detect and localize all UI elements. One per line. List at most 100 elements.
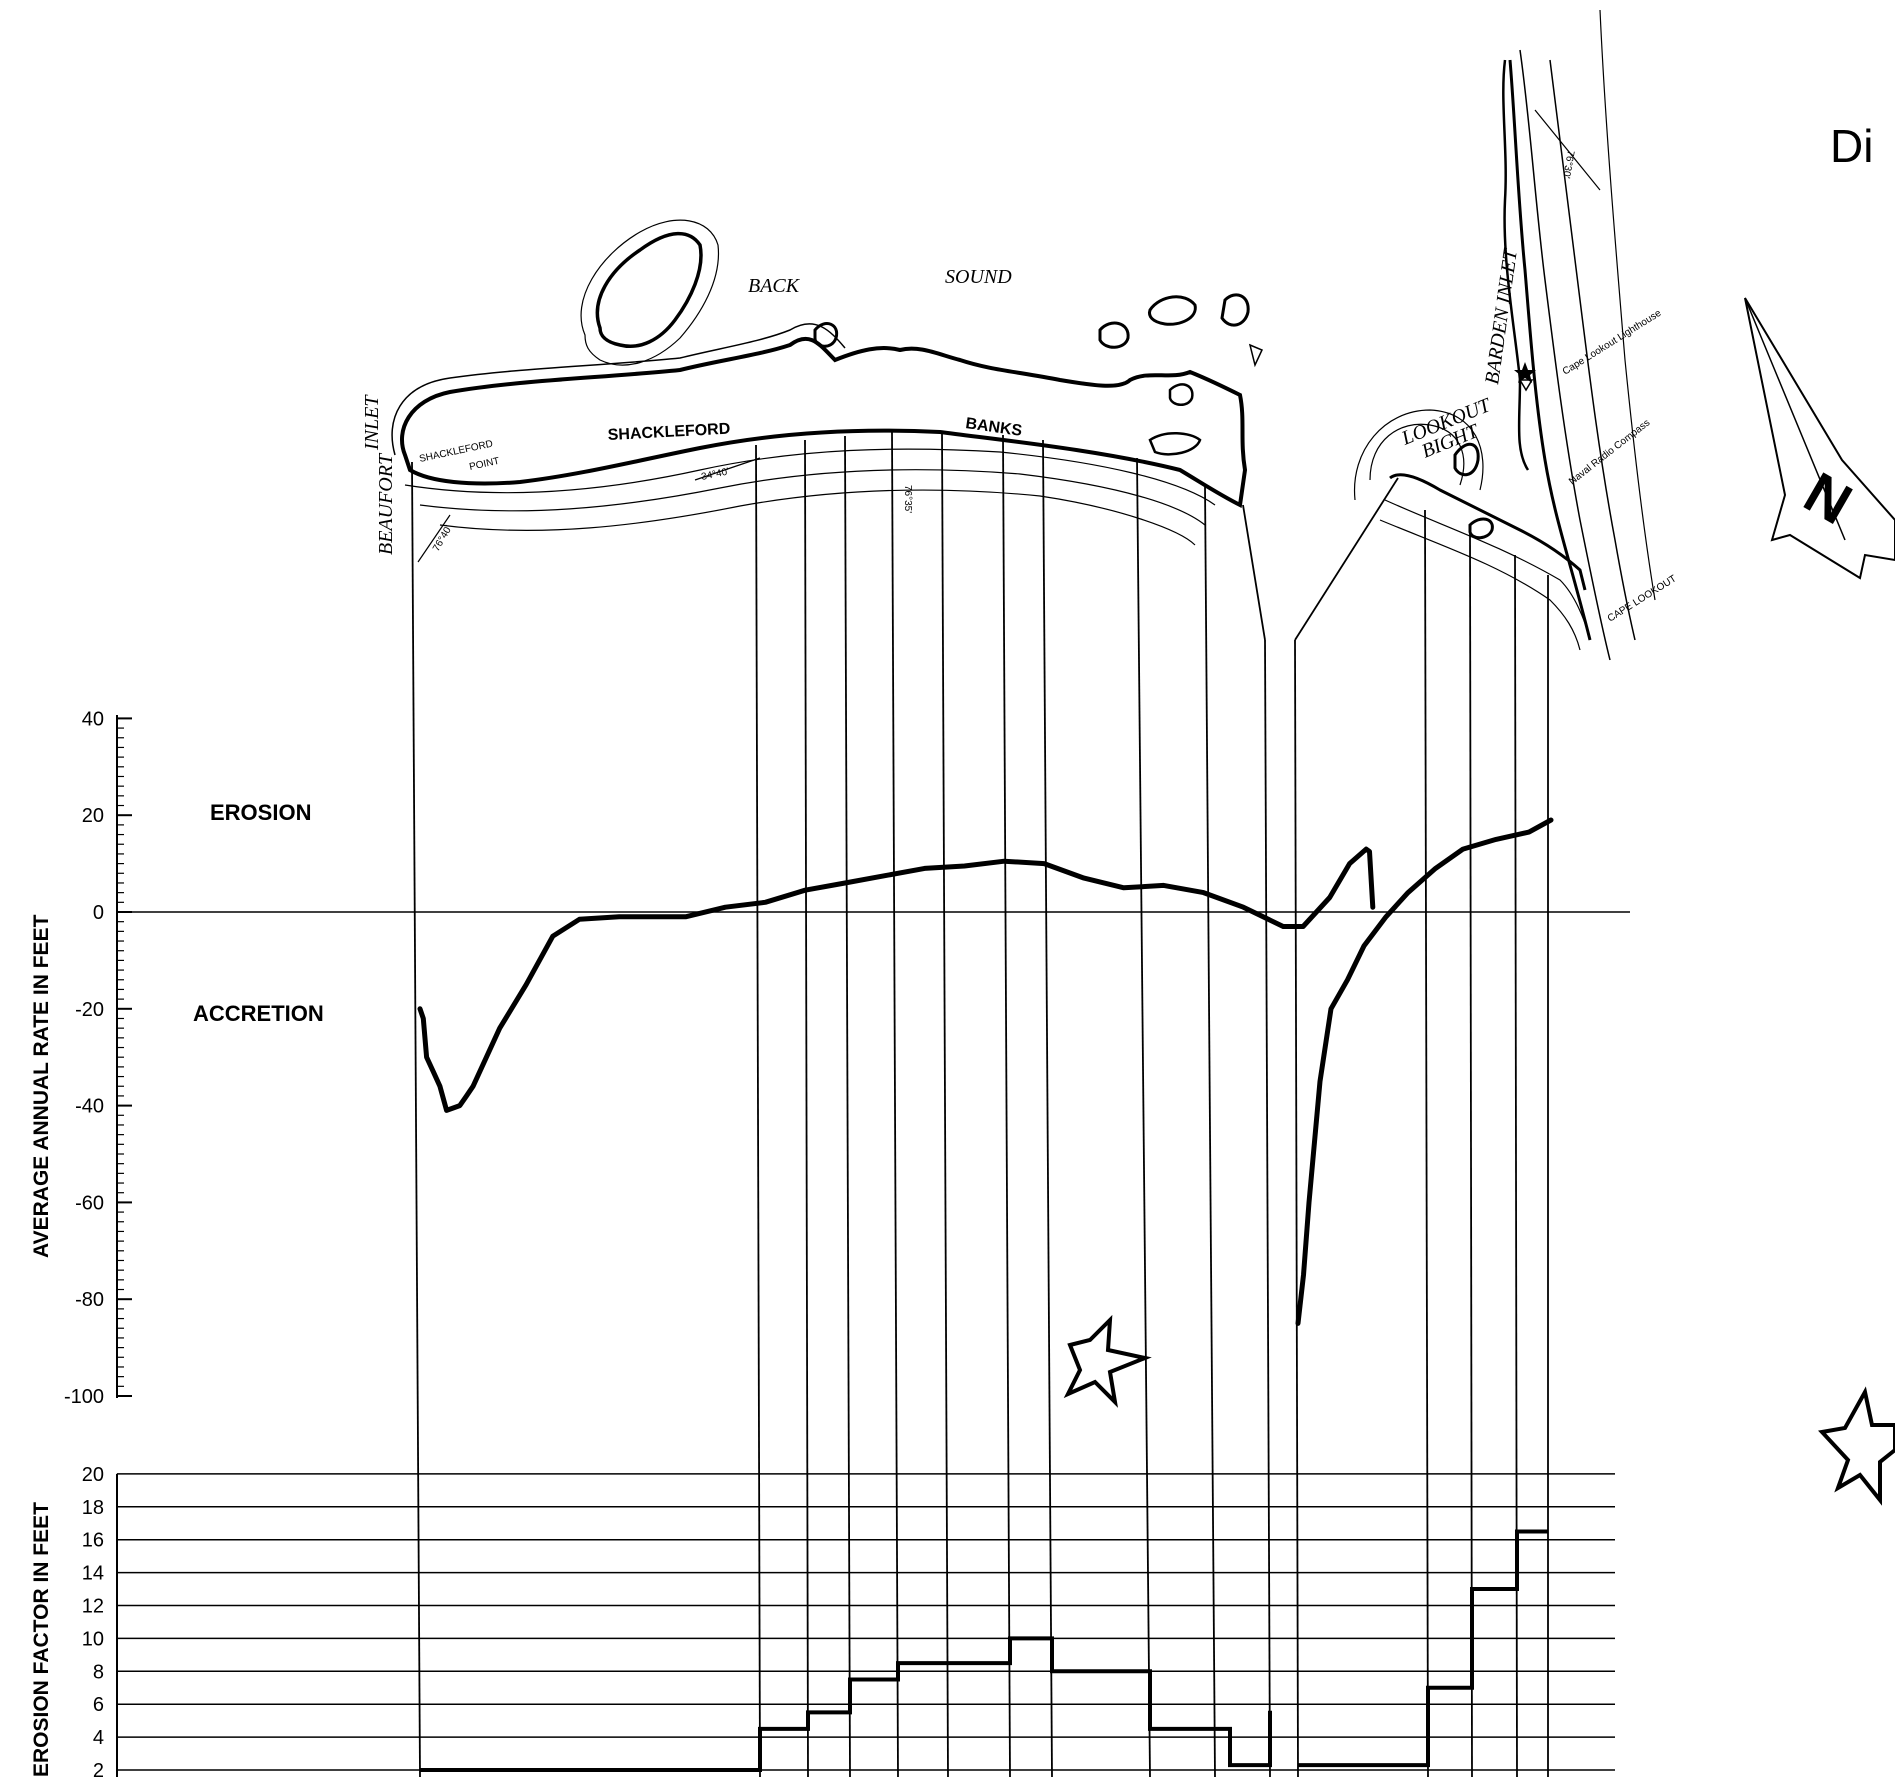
zone-label-erosion: EROSION bbox=[210, 800, 311, 825]
triangle-marker bbox=[1248, 343, 1264, 368]
star-icon-right bbox=[1818, 1386, 1895, 1506]
north-arrow: N bbox=[1744, 297, 1895, 580]
lon-76-30-tick bbox=[1534, 109, 1601, 191]
transect-line bbox=[844, 435, 851, 1777]
lookout-bight-island bbox=[1453, 442, 1480, 477]
map-label-shackleford: SHACKLEFORD bbox=[607, 421, 730, 444]
rate-tick-label: -60 bbox=[75, 1192, 104, 1214]
rate-axis-title: AVERAGE ANNUAL RATE IN FEET bbox=[30, 914, 53, 1258]
rate-tick-label: -100 bbox=[64, 1386, 104, 1408]
cape-lookout-spit bbox=[1389, 473, 1587, 591]
transect-line bbox=[1242, 504, 1266, 641]
rate-tick-label: -40 bbox=[75, 1096, 104, 1118]
map-label-beaufort: BEAUFORT bbox=[375, 452, 397, 555]
lookout-bight-island-2 bbox=[1468, 517, 1494, 540]
erosion-factor-tick-label: 18 bbox=[82, 1497, 104, 1519]
transect-line bbox=[411, 461, 421, 1777]
erosion-factor-grid bbox=[116, 1473, 1615, 1777]
erosion-factor-chart: 20 18 16 14 12 10 8 6 4 2 EROSION FACTOR IN FEET bbox=[30, 1464, 1615, 1777]
transect-line bbox=[1294, 639, 1299, 1777]
cape-lookout-contour-1 bbox=[1384, 499, 1591, 641]
barden-inlet-shore-2 bbox=[1549, 59, 1636, 641]
transect-lines bbox=[411, 431, 1549, 1777]
depth-contour-3 bbox=[439, 489, 1196, 546]
rate-series-line-lookout bbox=[1295, 817, 1554, 1326]
north-arrow-spine bbox=[1744, 297, 1846, 541]
map-label-back: BACK bbox=[748, 275, 801, 297]
map-label-sound: SOUND bbox=[945, 266, 1012, 288]
lat-34-40-tick bbox=[694, 457, 761, 481]
cape-lookout-contour-2 bbox=[1379, 519, 1581, 651]
transect-line bbox=[804, 439, 809, 1777]
rate-series-line-shackleford bbox=[417, 846, 1376, 1113]
rate-tick-label: -20 bbox=[75, 999, 104, 1021]
map-label-shackleford-point-2: POINT bbox=[468, 456, 500, 473]
map-label-lon-76-30: 76°30' bbox=[1560, 149, 1576, 179]
title-fragment: Di bbox=[1830, 120, 1873, 172]
back-sound-island-small-3 bbox=[1098, 321, 1130, 349]
transect-line bbox=[891, 431, 899, 1777]
back-sound-island-small-5 bbox=[1148, 432, 1202, 456]
erosion-factor-tick-label: 8 bbox=[93, 1661, 104, 1683]
transect-line bbox=[941, 431, 949, 1777]
map-label-barden-inlet: BARDEN INLET bbox=[1481, 246, 1522, 386]
erosion-factor-tick-label: 10 bbox=[82, 1628, 104, 1650]
core-banks-shore bbox=[1502, 59, 1530, 471]
lon-76-40-tick bbox=[417, 514, 451, 563]
erosion-factor-step-lookout bbox=[1298, 1529, 1548, 1768]
map-label-inlet: INLET bbox=[361, 394, 383, 451]
star-icon-center bbox=[1063, 1314, 1152, 1408]
rate-tick-label: 20 bbox=[82, 805, 104, 827]
transect-line bbox=[1294, 477, 1399, 641]
rate-series-group bbox=[417, 817, 1554, 1326]
shackleford-inner-shore bbox=[391, 323, 846, 456]
transect-line bbox=[1136, 457, 1151, 1777]
radio-compass-marker bbox=[1518, 379, 1534, 392]
map-label-cape-lookout: CAPE LOOKOUT bbox=[1606, 573, 1679, 624]
transect-line bbox=[1469, 529, 1473, 1777]
zone-label-accretion: ACCRETION bbox=[193, 1001, 324, 1026]
rate-axis-major-ticks: 40 20 0 -20 -40 -60 -80 -100 bbox=[64, 708, 132, 1408]
erosion-factor-ticks: 20 18 16 14 12 10 8 6 4 2 bbox=[82, 1464, 104, 1777]
lookout-bight-halo-2 bbox=[1353, 409, 1484, 501]
transect-line bbox=[1424, 509, 1429, 1777]
map-label-naval-radio-compass: Naval Radio Compass bbox=[1567, 417, 1652, 487]
north-arrow-outline bbox=[1744, 297, 1895, 580]
map-labels: BACK SOUND SHACKLEFORD BANKS SHACKLEFORD… bbox=[361, 149, 1679, 624]
erosion-factor-tick-label: 6 bbox=[93, 1694, 104, 1716]
erosion-factor-tick-label: 12 bbox=[82, 1596, 104, 1618]
transect-line bbox=[755, 444, 761, 1777]
back-sound-island-small-2 bbox=[1220, 293, 1250, 327]
back-sound-island-small-1 bbox=[1148, 295, 1197, 326]
lookout-bight-halo bbox=[1369, 423, 1465, 486]
barden-inlet-shore-1 bbox=[1519, 49, 1611, 661]
erosion-factor-tick-label: 2 bbox=[93, 1760, 104, 1777]
coastline-map bbox=[391, 9, 1656, 661]
erosion-factor-tick-label: 16 bbox=[82, 1530, 104, 1552]
rate-axis-minor-ticks bbox=[117, 727, 124, 1387]
erosion-factor-axis-title: EROSION FACTOR IN FEET bbox=[30, 1502, 53, 1777]
transect-line bbox=[1514, 554, 1518, 1777]
map-label-lon-76-35: 76°35' bbox=[902, 485, 913, 513]
depth-contour-1 bbox=[404, 448, 1216, 506]
erosion-factor-step-shackleford bbox=[420, 1636, 1272, 1772]
transect-line bbox=[1042, 439, 1053, 1777]
rate-tick-label: -80 bbox=[75, 1289, 104, 1311]
back-sound-island-small-4 bbox=[813, 322, 839, 348]
erosion-factor-steps bbox=[420, 1529, 1548, 1772]
transect-line bbox=[1264, 639, 1271, 1777]
erosion-factor-tick-label: 14 bbox=[82, 1563, 104, 1585]
erosion-factor-tick-label: 4 bbox=[93, 1727, 104, 1749]
rate-tick-label: 40 bbox=[82, 708, 104, 730]
back-sound-island-large-halo bbox=[580, 219, 720, 366]
barden-inlet-shore-3 bbox=[1599, 9, 1656, 601]
barden-inlet-channel bbox=[1508, 59, 1592, 641]
map-label-cape-lookout-lighthouse: Cape Lookout Lighthouse bbox=[1561, 308, 1664, 378]
erosion-factor-tick-label: 20 bbox=[82, 1464, 104, 1486]
shackleford-banks-outline bbox=[400, 336, 1248, 509]
rate-tick-label: 0 bbox=[93, 902, 104, 924]
transect-line bbox=[1204, 484, 1216, 1777]
back-sound-island-large bbox=[595, 231, 703, 348]
